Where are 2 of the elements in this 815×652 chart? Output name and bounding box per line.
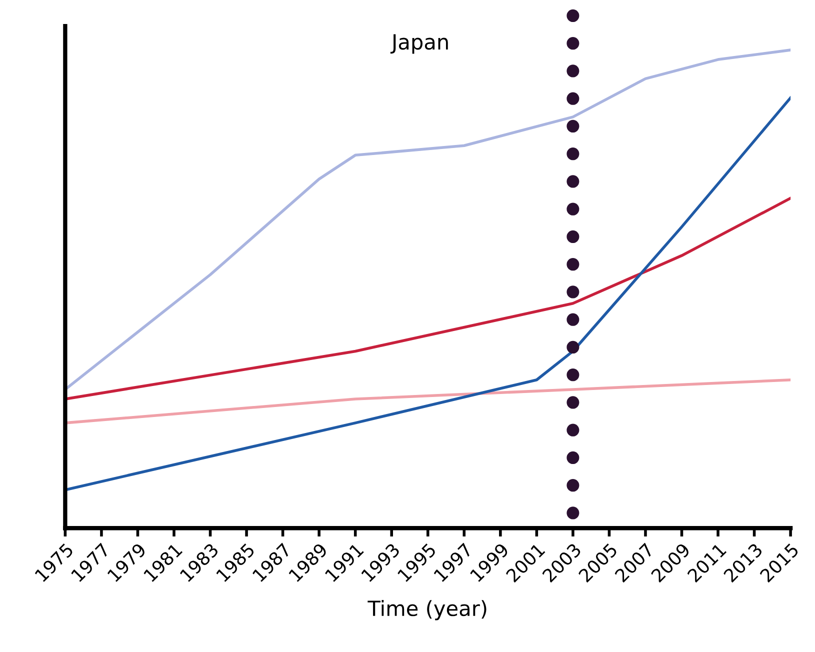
x-axis-title: Time (year)	[368, 600, 486, 620]
chart-title: Japan	[390, 34, 448, 54]
